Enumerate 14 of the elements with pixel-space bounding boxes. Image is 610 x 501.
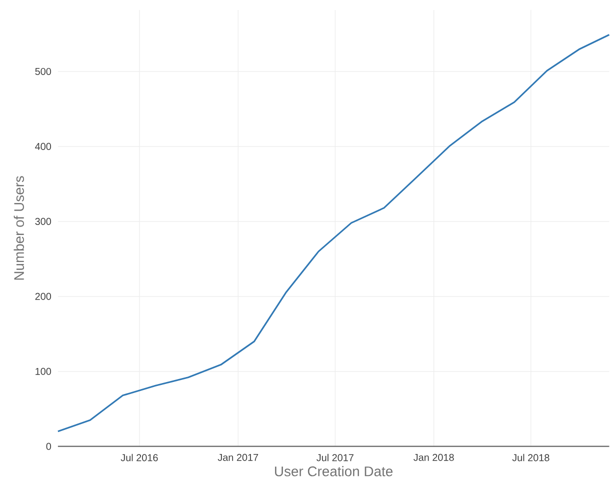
y-tick-label: 100 <box>36 368 52 375</box>
x-tick-label: Jan 2017 <box>218 454 258 461</box>
x-tick-label: Jan 2018 <box>414 454 454 461</box>
y-tick-label: 300 <box>35 218 52 225</box>
line-series <box>57 34 610 432</box>
y-tick-label: 500 <box>35 68 52 75</box>
x-tick-label: Jul 2018 <box>512 454 550 462</box>
y-tick-label: 200 <box>35 292 52 300</box>
y-axis-title: Number of Users <box>14 176 24 280</box>
x-axis-title: User Creation Date <box>275 466 393 476</box>
y-tick-label: 400 <box>35 142 52 150</box>
x-tick-label: Jul 2016 <box>120 454 158 462</box>
x-tick-label: Jul 2017 <box>316 454 354 462</box>
y-tick-label: 0 <box>46 442 52 450</box>
